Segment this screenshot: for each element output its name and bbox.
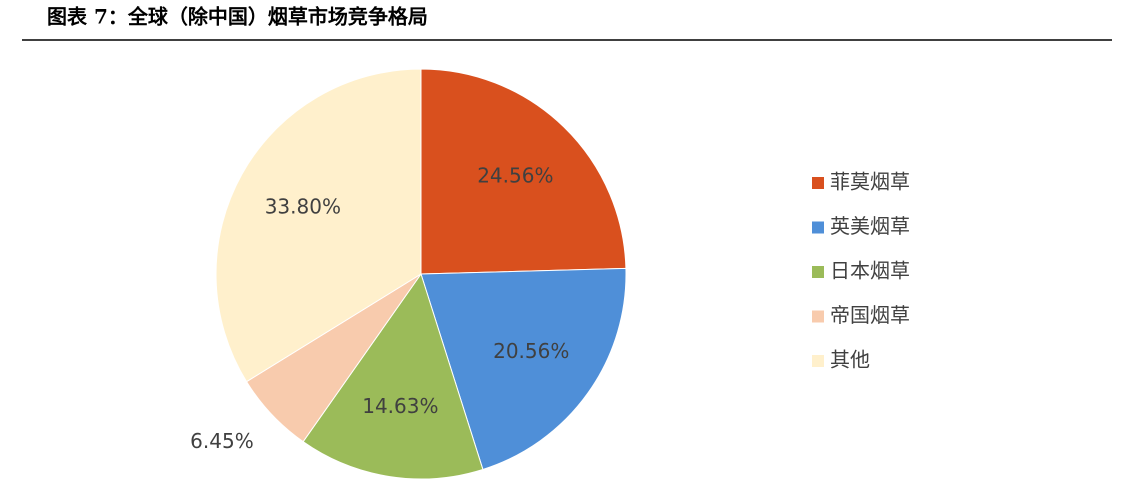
data-label: 24.56% — [477, 164, 553, 188]
legend-label: 其他 — [830, 348, 870, 372]
legend-label: 帝国烟草 — [830, 303, 910, 327]
legend-swatch — [812, 177, 824, 189]
pie-slice — [420, 68, 627, 275]
data-label: 20.56% — [493, 339, 569, 363]
data-label: 6.45% — [190, 429, 254, 453]
legend-swatch — [812, 355, 824, 367]
pie-slice — [302, 272, 484, 480]
data-label: 14.63% — [362, 394, 438, 418]
legend-label: 菲莫烟草 — [830, 170, 910, 194]
legend-label: 英美烟草 — [830, 214, 910, 238]
data-label: 33.80% — [265, 195, 341, 219]
legend-swatch — [812, 266, 824, 278]
chart-title: 图表 7：全球（除中国）烟草市场竞争格局 — [47, 5, 428, 29]
legend-swatch — [812, 221, 824, 234]
pie-slice — [420, 267, 627, 471]
legend-label: 日本烟草 — [830, 259, 910, 283]
pie-slice — [215, 68, 422, 383]
legend-swatch — [812, 310, 824, 323]
